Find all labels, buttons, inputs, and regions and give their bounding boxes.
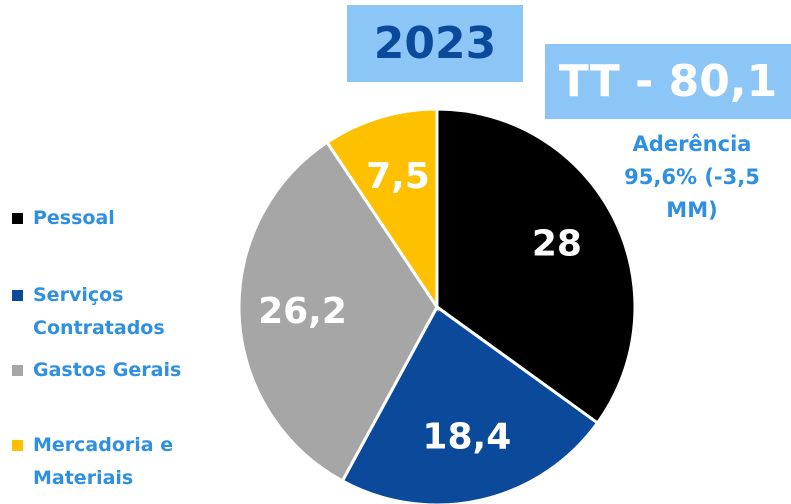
legend-swatch [12,290,23,301]
chart-title: 2023 [347,5,523,82]
legend-swatch [12,365,23,376]
legend-item: Pessoal [12,202,202,235]
legend-item: Mercadoria e Materiais [12,429,202,495]
data-label: 18,4 [422,416,511,457]
legend-label: Serviços Contratados [33,284,165,339]
annotation: Aderência 95,6% (-3,5 MM) [624,132,760,222]
legend-swatch [12,440,23,451]
data-label: 26,2 [258,291,347,332]
pie-slice [237,140,439,483]
data-label: 28 [532,224,582,265]
pie-slice [325,107,439,312]
data-label: 7,5 [366,156,430,197]
legend-label: Mercadoria e Materiais [33,434,174,489]
legend-swatch [12,213,23,224]
legend-label: Gastos Gerais [33,359,182,381]
legend-item: Gastos Gerais [12,354,202,387]
legend-item: Serviços Contratados [12,279,202,345]
pie-slice [340,304,600,504]
pie-slice [435,107,637,426]
legend-label: Pessoal [33,207,115,229]
total-label: TT - 80,1 [545,44,791,119]
